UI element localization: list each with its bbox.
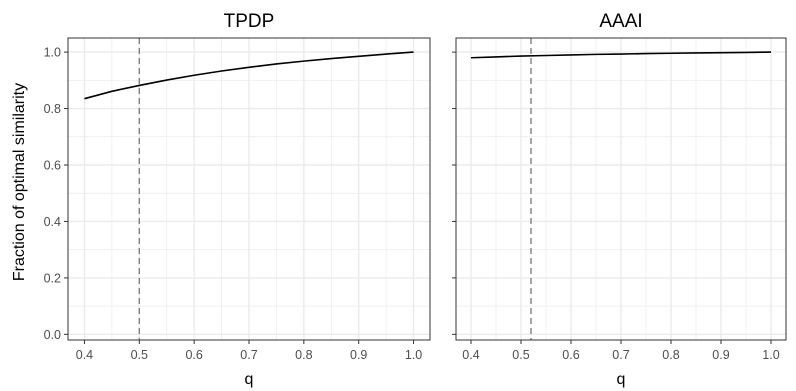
- y-tick-label: 0.4: [44, 215, 61, 229]
- x-tick-label: 0.7: [240, 348, 257, 362]
- x-tick-label: 0.8: [295, 348, 312, 362]
- x-tick-label: 0.7: [612, 348, 629, 362]
- x-tick-label: 1.0: [762, 348, 779, 362]
- x-axis-title: q: [245, 371, 254, 388]
- x-tick-label: 0.6: [185, 348, 202, 362]
- x-tick-label: 0.5: [512, 348, 529, 362]
- panel-tpdp: [64, 37, 431, 344]
- panel-title: AAAI: [599, 11, 642, 32]
- series-line-aaai: [470, 51, 772, 59]
- x-tick-label: 0.5: [131, 348, 148, 362]
- y-tick-label: 1.0: [44, 46, 61, 60]
- x-tick-label: 0.4: [462, 348, 479, 362]
- x-tick-label: 0.9: [350, 348, 367, 362]
- panel-aaai: [452, 37, 787, 344]
- y-tick-label: 0.0: [44, 328, 61, 342]
- x-tick-label: 0.6: [562, 348, 579, 362]
- y-axis-title: Fraction of optimal similarity: [11, 83, 28, 281]
- x-tick-label: 0.4: [76, 348, 93, 362]
- x-axis-title: q: [617, 371, 626, 388]
- y-tick-label: 0.2: [44, 271, 61, 285]
- x-tick-label: 1.0: [405, 348, 422, 362]
- panel-title: TPDP: [224, 11, 275, 32]
- y-tick-label: 0.8: [44, 102, 61, 116]
- x-tick-label: 0.8: [662, 348, 679, 362]
- y-tick-label: 0.6: [44, 159, 61, 173]
- x-tick-label: 0.9: [712, 348, 729, 362]
- series-line-tpdp: [84, 51, 414, 100]
